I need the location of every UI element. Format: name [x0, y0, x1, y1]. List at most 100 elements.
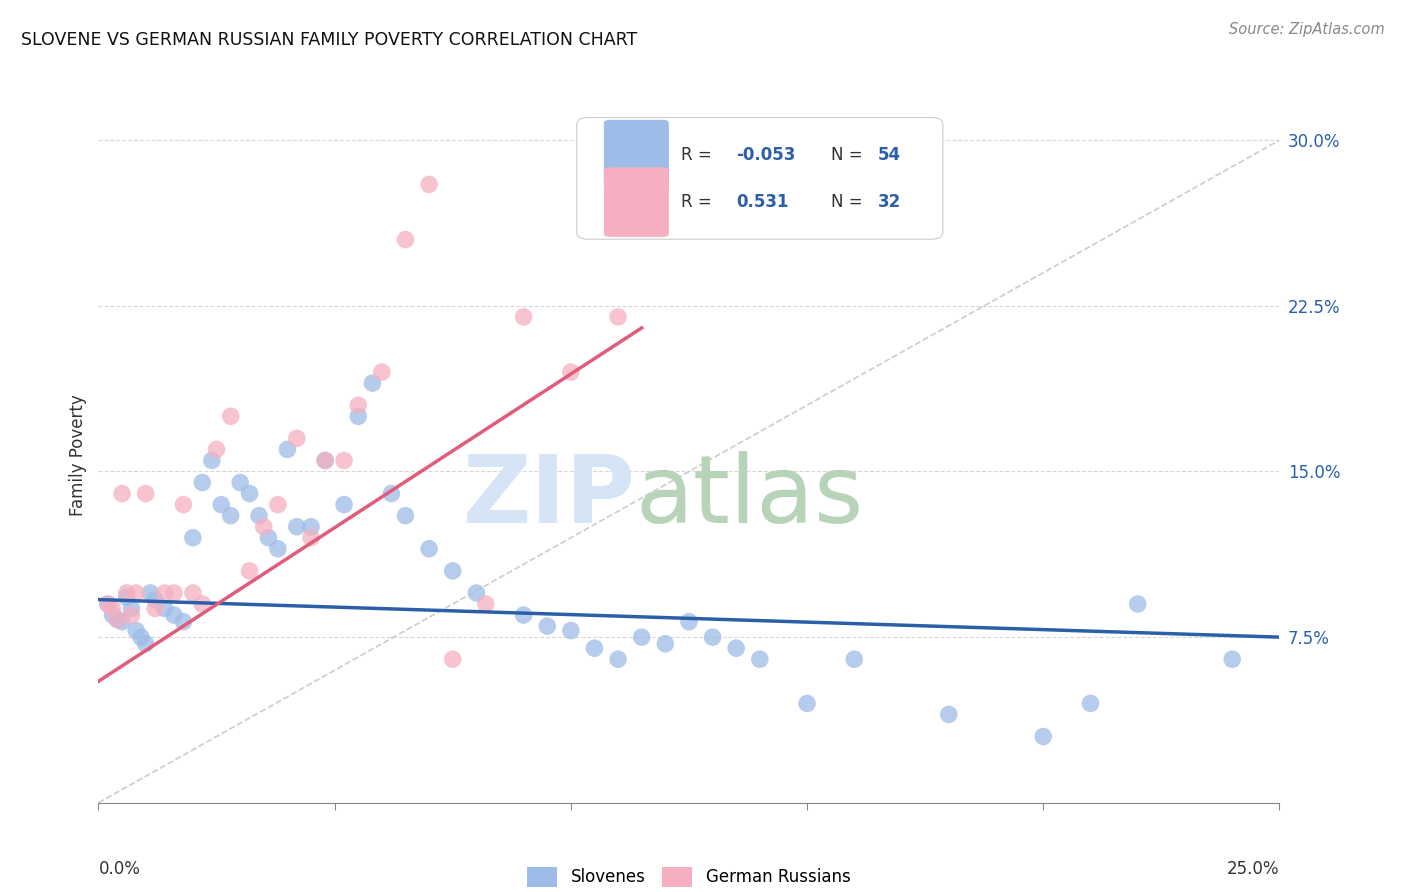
- Point: [239, 564, 262, 578]
- Point: [394, 508, 416, 523]
- Point: [219, 508, 242, 523]
- Point: [380, 486, 402, 500]
- Point: [111, 486, 134, 500]
- Point: [139, 586, 162, 600]
- Point: [105, 612, 128, 626]
- Point: [101, 608, 124, 623]
- Point: [678, 615, 700, 629]
- Point: [394, 233, 416, 247]
- Text: R =: R =: [681, 193, 717, 211]
- Text: N =: N =: [831, 193, 868, 211]
- Point: [314, 453, 336, 467]
- Point: [441, 652, 464, 666]
- Point: [153, 586, 176, 600]
- Point: [135, 486, 157, 500]
- Point: [512, 310, 534, 324]
- Point: [512, 608, 534, 623]
- Point: [129, 630, 152, 644]
- Point: [257, 531, 280, 545]
- Point: [111, 615, 134, 629]
- Text: Source: ZipAtlas.com: Source: ZipAtlas.com: [1229, 22, 1385, 37]
- Point: [560, 624, 582, 638]
- Point: [560, 365, 582, 379]
- Point: [121, 601, 143, 615]
- FancyBboxPatch shape: [605, 168, 669, 237]
- Point: [725, 641, 748, 656]
- Point: [314, 453, 336, 467]
- Point: [654, 637, 676, 651]
- Legend: Slovenes, German Russians: Slovenes, German Russians: [520, 861, 858, 892]
- FancyBboxPatch shape: [576, 118, 943, 239]
- Text: 0.531: 0.531: [737, 193, 789, 211]
- Point: [181, 586, 204, 600]
- Point: [191, 475, 214, 490]
- Text: 54: 54: [877, 145, 901, 163]
- Point: [285, 431, 308, 445]
- Y-axis label: Family Poverty: Family Poverty: [69, 394, 87, 516]
- Point: [219, 409, 242, 424]
- Point: [536, 619, 558, 633]
- Point: [1032, 730, 1054, 744]
- Point: [153, 601, 176, 615]
- Point: [163, 586, 186, 600]
- Point: [465, 586, 488, 600]
- Point: [702, 630, 724, 644]
- Point: [135, 637, 157, 651]
- Point: [105, 612, 128, 626]
- Point: [209, 498, 232, 512]
- Point: [607, 310, 630, 324]
- Point: [441, 564, 464, 578]
- Point: [97, 597, 120, 611]
- Text: atlas: atlas: [636, 450, 865, 542]
- Point: [333, 453, 356, 467]
- Point: [418, 541, 440, 556]
- Text: 0.0%: 0.0%: [98, 860, 141, 879]
- Point: [1220, 652, 1243, 666]
- Point: [143, 601, 166, 615]
- Point: [267, 541, 290, 556]
- Point: [607, 652, 630, 666]
- Point: [347, 398, 370, 412]
- Point: [938, 707, 960, 722]
- Text: 25.0%: 25.0%: [1227, 860, 1279, 879]
- Point: [125, 586, 148, 600]
- Point: [172, 615, 194, 629]
- Point: [276, 442, 298, 457]
- Point: [583, 641, 606, 656]
- Point: [229, 475, 252, 490]
- Point: [172, 498, 194, 512]
- Point: [1126, 597, 1149, 611]
- Point: [239, 486, 262, 500]
- Point: [748, 652, 770, 666]
- Point: [97, 597, 120, 611]
- Point: [844, 652, 866, 666]
- Text: 32: 32: [877, 193, 901, 211]
- Point: [475, 597, 498, 611]
- Point: [1080, 697, 1102, 711]
- Point: [143, 592, 166, 607]
- Point: [115, 586, 138, 600]
- Point: [253, 519, 276, 533]
- Point: [101, 601, 124, 615]
- Point: [796, 697, 818, 711]
- Text: R =: R =: [681, 145, 717, 163]
- Point: [418, 178, 440, 192]
- Point: [630, 630, 652, 644]
- Text: SLOVENE VS GERMAN RUSSIAN FAMILY POVERTY CORRELATION CHART: SLOVENE VS GERMAN RUSSIAN FAMILY POVERTY…: [21, 31, 637, 49]
- Point: [115, 591, 138, 605]
- FancyBboxPatch shape: [605, 120, 669, 189]
- Point: [163, 608, 186, 623]
- Point: [181, 531, 204, 545]
- Point: [285, 519, 308, 533]
- Point: [299, 531, 322, 545]
- Point: [361, 376, 384, 391]
- Point: [247, 508, 270, 523]
- Point: [201, 453, 224, 467]
- Text: N =: N =: [831, 145, 868, 163]
- Point: [267, 498, 290, 512]
- Point: [205, 442, 228, 457]
- Point: [299, 519, 322, 533]
- Text: -0.053: -0.053: [737, 145, 796, 163]
- Text: ZIP: ZIP: [463, 450, 636, 542]
- Point: [121, 608, 143, 623]
